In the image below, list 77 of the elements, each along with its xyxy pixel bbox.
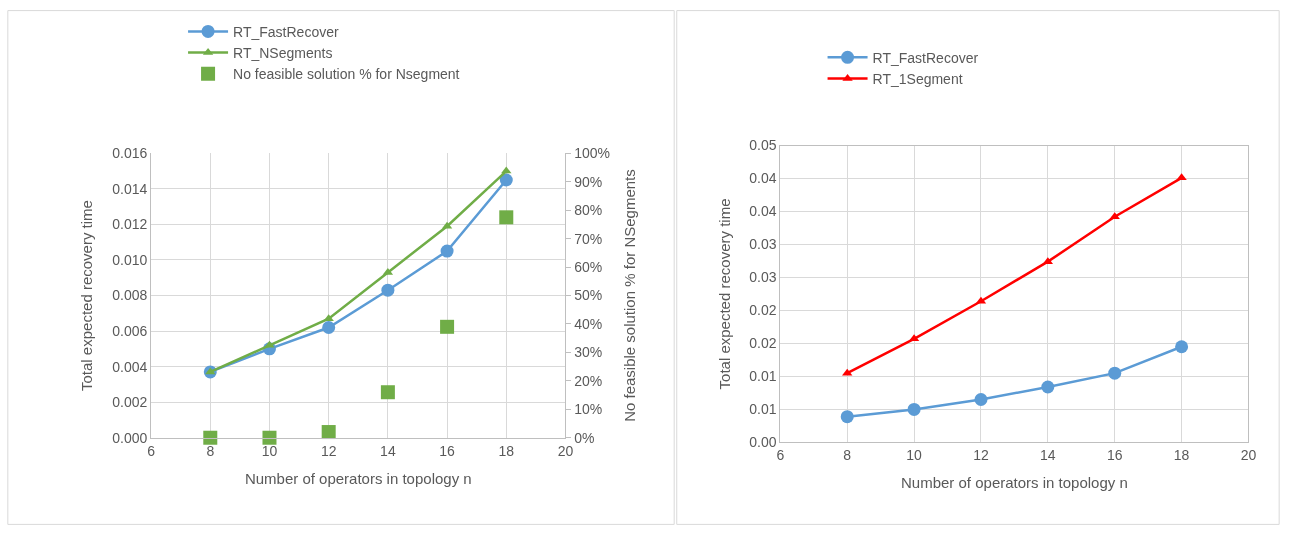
legend-label: RT_FastRecover xyxy=(872,49,979,66)
point xyxy=(974,393,988,407)
y-tick-label: 0.01 xyxy=(749,368,777,385)
y-tick-label: 0.04 xyxy=(749,170,777,187)
point xyxy=(380,385,395,400)
y2-tick-label: 40% xyxy=(574,315,603,332)
point xyxy=(501,166,512,174)
y-tick-label: 0.00 xyxy=(749,434,777,451)
y-tick-label: 0.004 xyxy=(112,358,148,375)
legend-label: RT_NSegments xyxy=(233,45,333,62)
x-tick-label: 6 xyxy=(147,442,156,459)
point xyxy=(840,410,854,424)
point xyxy=(1176,173,1187,181)
point xyxy=(1108,366,1122,380)
x-tick-label: 14 xyxy=(1040,447,1056,464)
x-tick-label: 12 xyxy=(973,447,989,464)
y2-tick-label: 70% xyxy=(574,230,603,247)
legend-label: RT_FastRecover xyxy=(233,23,339,40)
point xyxy=(203,430,218,445)
y-tick-label: 0.014 xyxy=(112,180,148,197)
y2-tick-label: 0% xyxy=(574,429,595,446)
point xyxy=(322,321,336,335)
y-axis-title: Total expected recovery time xyxy=(715,198,733,390)
y-tick-label: 0.03 xyxy=(749,236,777,253)
y2-tick-label: 100% xyxy=(574,145,611,162)
x-tick-label: 8 xyxy=(206,442,215,459)
y-tick-label: 0.016 xyxy=(112,145,148,162)
y2-axis-title: No feasible solution % for NSegments xyxy=(621,169,639,422)
point xyxy=(264,340,275,348)
point xyxy=(440,319,455,334)
point xyxy=(1109,212,1120,220)
y-tick-label: 0.02 xyxy=(749,302,777,319)
y2-tick-label: 80% xyxy=(574,202,603,219)
point xyxy=(205,367,216,375)
y-tick-label: 0.006 xyxy=(112,322,148,339)
y2-tick-label: 90% xyxy=(574,173,603,190)
y-tick-label: 0.05 xyxy=(749,137,777,154)
point xyxy=(499,173,513,187)
x-axis-title: Number of operators in topology n xyxy=(244,469,472,487)
point xyxy=(1175,340,1189,354)
y-tick-label: 0.01 xyxy=(749,401,777,418)
y2-tick-label: 50% xyxy=(574,287,603,304)
x-tick-label: 20 xyxy=(557,442,574,459)
point xyxy=(381,283,395,297)
y-axis-title: Total expected recovery time xyxy=(78,200,96,391)
y2-tick-label: 20% xyxy=(574,372,603,389)
x-tick-label: 16 xyxy=(1106,447,1123,464)
y-tick-label: 0.012 xyxy=(112,216,148,233)
point xyxy=(499,210,514,225)
x-tick-label: 16 xyxy=(439,442,456,459)
x-tick-label: 20 xyxy=(1240,447,1257,464)
legend-label: RT_1Segment xyxy=(872,70,963,87)
y-tick-label: 0.000 xyxy=(112,429,148,446)
point xyxy=(262,430,277,445)
y-tick-label: 0.008 xyxy=(112,287,148,304)
point xyxy=(907,402,921,416)
point xyxy=(321,425,336,440)
x-tick-label: 14 xyxy=(380,442,396,459)
x-tick-label: 18 xyxy=(1173,447,1190,464)
y2-tick-label: 30% xyxy=(574,344,603,361)
y-tick-label: 0.010 xyxy=(112,251,148,268)
x-tick-label: 6 xyxy=(776,447,785,464)
x-tick-label: 18 xyxy=(498,442,515,459)
point xyxy=(440,244,454,258)
y-tick-label: 0.04 xyxy=(749,203,777,220)
x-tick-label: 10 xyxy=(261,442,278,459)
x-tick-label: 10 xyxy=(906,447,923,464)
y-tick-label: 0.02 xyxy=(749,335,777,352)
point xyxy=(1041,380,1055,394)
y-tick-label: 0.03 xyxy=(749,269,777,286)
x-axis-title: Number of operators in topology n xyxy=(901,474,1128,492)
legend-label: No feasible solution % for Nsegment xyxy=(233,66,460,83)
x-tick-label: 12 xyxy=(320,442,337,459)
y-tick-label: 0.002 xyxy=(112,394,148,411)
x-tick-label: 8 xyxy=(843,447,852,464)
y2-tick-label: 10% xyxy=(574,401,603,418)
y2-tick-label: 60% xyxy=(574,258,603,275)
